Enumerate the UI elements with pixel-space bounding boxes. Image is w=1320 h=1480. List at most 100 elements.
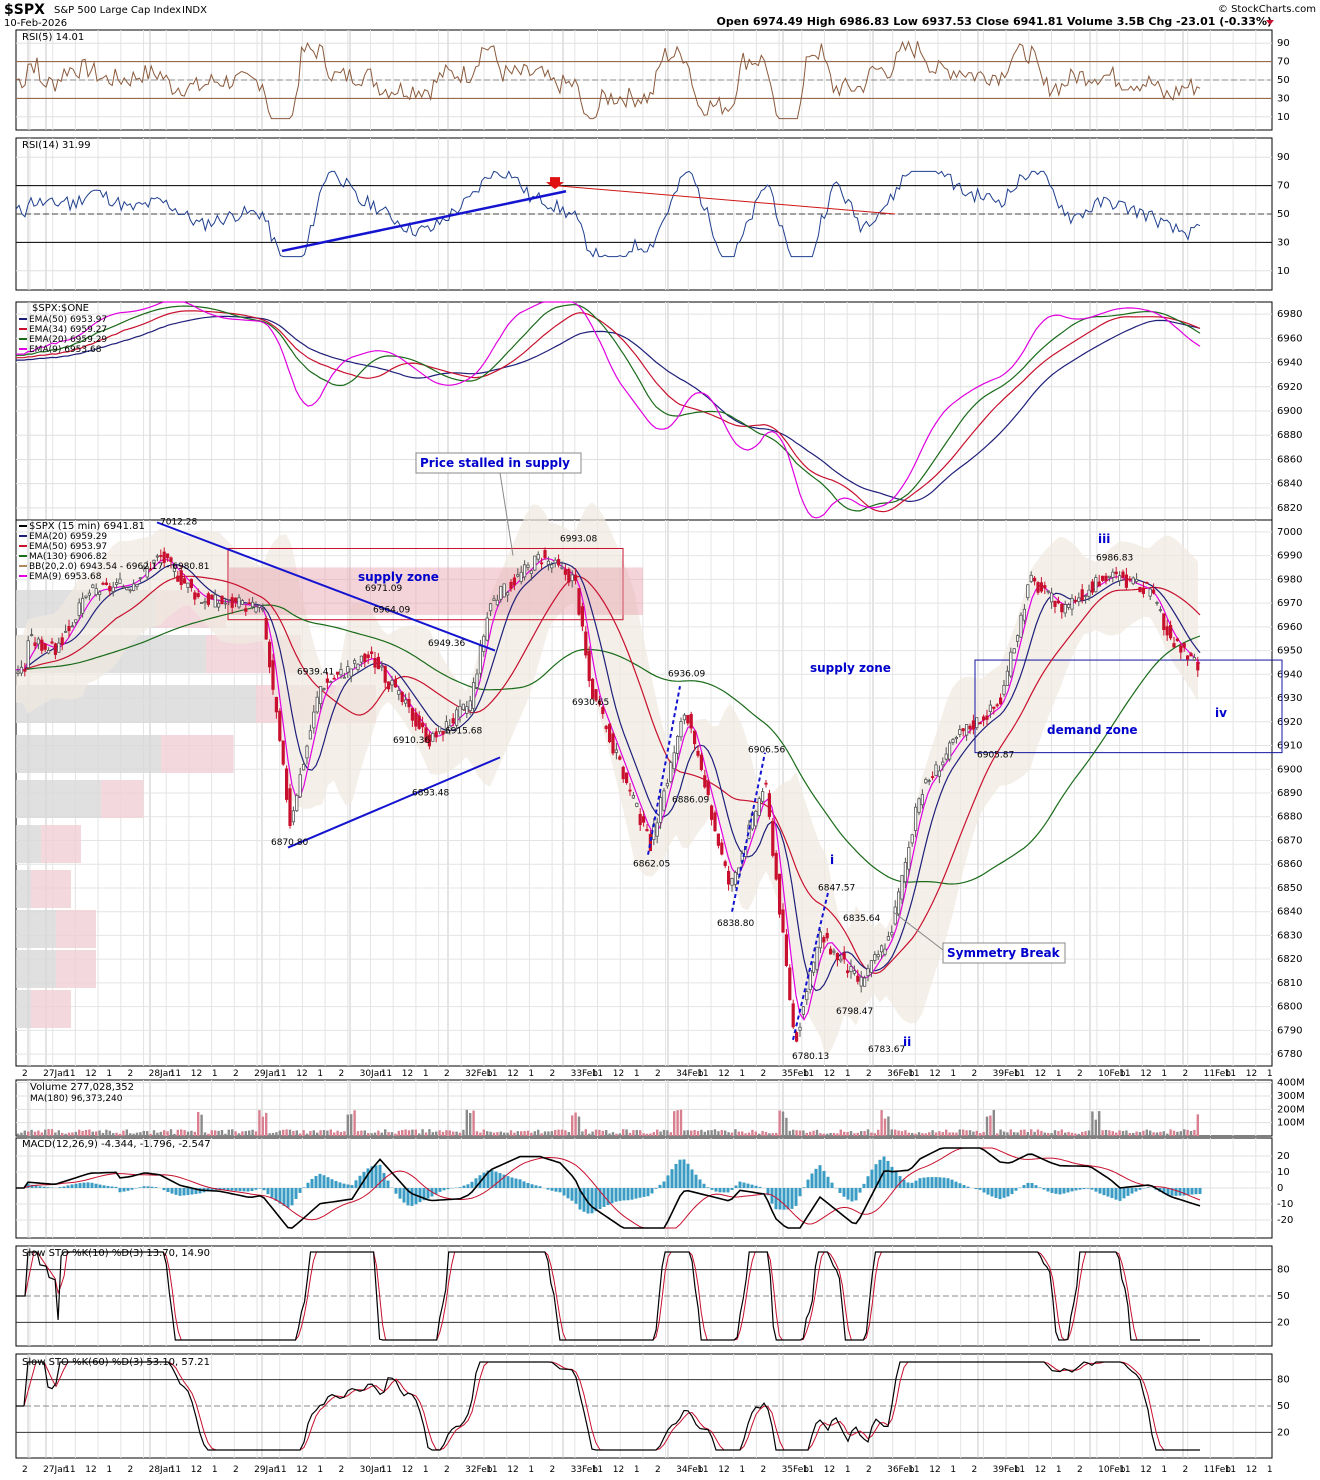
volume-bar xyxy=(506,1132,509,1136)
volume-bar xyxy=(737,1131,740,1136)
macd-histogram-bar xyxy=(722,1188,726,1193)
macd-histogram-bar xyxy=(1066,1188,1070,1193)
candle-body xyxy=(1070,597,1074,610)
price-label: 6838.80 xyxy=(717,919,754,929)
volume-bar xyxy=(785,1117,788,1136)
macd-histogram-bar xyxy=(378,1164,382,1188)
candle-body xyxy=(19,666,24,674)
rsi5-line xyxy=(15,40,1201,120)
price-tick: 6780 xyxy=(1277,1049,1302,1060)
x-axis-tick: 29Jan xyxy=(254,1069,279,1079)
candle-body xyxy=(23,669,27,672)
volume-by-price-bar xyxy=(16,910,56,948)
candle-body xyxy=(230,597,234,608)
volume-bar xyxy=(101,1132,105,1136)
volume-bar xyxy=(540,1133,543,1136)
macd-histogram-bar xyxy=(810,1173,814,1188)
candle-body xyxy=(693,730,697,745)
volume-bar xyxy=(1084,1131,1087,1136)
x-axis-tick: 12 xyxy=(296,1465,307,1475)
macd-histogram-bar xyxy=(878,1159,882,1188)
volume-tick: 400M xyxy=(1277,1078,1305,1089)
volume-bar xyxy=(1023,1129,1026,1136)
volume-bar xyxy=(1121,1130,1125,1136)
candle-body xyxy=(638,813,642,825)
volume-bar xyxy=(292,1131,295,1136)
candle-body xyxy=(1189,653,1193,657)
candle-body xyxy=(869,960,874,973)
macd-histogram-bar xyxy=(1138,1188,1142,1190)
x-axis-tick: 1 xyxy=(1056,1069,1062,1079)
candle-body xyxy=(676,736,680,754)
macd-histogram-bar xyxy=(942,1177,946,1188)
ema20-line xyxy=(16,304,1201,512)
volume-bar xyxy=(112,1133,115,1136)
volume-bar xyxy=(615,1133,618,1136)
macd-histogram-bar xyxy=(286,1188,290,1208)
macd-histogram-bar xyxy=(66,1185,70,1188)
macd-histogram-bar xyxy=(1110,1188,1114,1199)
volume-bar xyxy=(1050,1133,1053,1136)
candle-body xyxy=(863,977,867,987)
macd-histogram-bar xyxy=(26,1183,30,1188)
candle-body xyxy=(1128,578,1132,581)
volume-bar xyxy=(180,1129,183,1136)
candle-body xyxy=(1033,577,1037,582)
macd-histogram-bar xyxy=(1198,1188,1202,1194)
volume-bar xyxy=(513,1132,516,1136)
volume-bar xyxy=(1132,1132,1135,1136)
volume-bar xyxy=(557,1129,560,1136)
x-axis-tick: 11 xyxy=(64,1465,75,1475)
candle-body xyxy=(614,749,619,753)
volume-bar xyxy=(958,1129,961,1136)
volume-bar xyxy=(197,1111,200,1136)
candle-body xyxy=(57,642,61,653)
candle-body xyxy=(125,587,129,591)
macd-histogram-bar xyxy=(114,1186,118,1188)
volume-bar xyxy=(237,1133,241,1136)
volume-bar xyxy=(295,1130,298,1136)
macd-histogram-bar xyxy=(446,1188,450,1190)
candle-body xyxy=(257,605,262,608)
macd-histogram-bar xyxy=(706,1187,710,1188)
macd-histogram-bar xyxy=(1094,1188,1098,1192)
macd-histogram-bar xyxy=(746,1183,750,1188)
candle-body xyxy=(407,699,411,708)
volume-bar xyxy=(64,1133,67,1136)
x-axis-tick: 2 xyxy=(339,1069,345,1079)
macd-histogram-bar xyxy=(282,1188,286,1206)
macd-line xyxy=(16,1147,1201,1229)
macd-histogram-bar xyxy=(894,1171,898,1188)
candle-body xyxy=(631,795,636,799)
candle-body xyxy=(597,701,602,705)
macd-histogram-bar xyxy=(1050,1188,1054,1193)
rsi14-divergence-line xyxy=(554,185,896,215)
candle-body xyxy=(444,721,449,734)
candle-body xyxy=(805,991,809,1001)
down-arrow-icon xyxy=(1266,20,1274,25)
macd-histogram-bar xyxy=(930,1177,934,1188)
macd-histogram-bar xyxy=(854,1188,858,1201)
volume-bar xyxy=(897,1130,900,1136)
macd-histogram-bar xyxy=(866,1176,870,1188)
volume-bar xyxy=(526,1130,530,1136)
candle-body xyxy=(1165,626,1169,636)
macd-histogram-bar xyxy=(1130,1188,1134,1194)
price-legend-item: EMA(9) 6953.68 xyxy=(29,572,102,582)
candle-body xyxy=(115,582,119,585)
macd-histogram-bar xyxy=(830,1182,834,1188)
candle-body xyxy=(301,763,306,771)
x-axis-tick: 12 xyxy=(402,1069,413,1079)
candle-body xyxy=(315,696,319,713)
volume-bar xyxy=(452,1131,455,1136)
volume-bar xyxy=(584,1129,587,1136)
candle-body xyxy=(645,829,649,832)
macd-histogram-bar xyxy=(438,1188,442,1192)
volume-bar xyxy=(132,1133,135,1136)
candle-body xyxy=(135,584,139,587)
x-axis-tick: 29Jan xyxy=(254,1465,279,1475)
candle-body xyxy=(975,717,979,729)
volume-bar xyxy=(870,1132,873,1136)
candle-body xyxy=(808,969,812,991)
volume-bar xyxy=(118,1133,122,1136)
